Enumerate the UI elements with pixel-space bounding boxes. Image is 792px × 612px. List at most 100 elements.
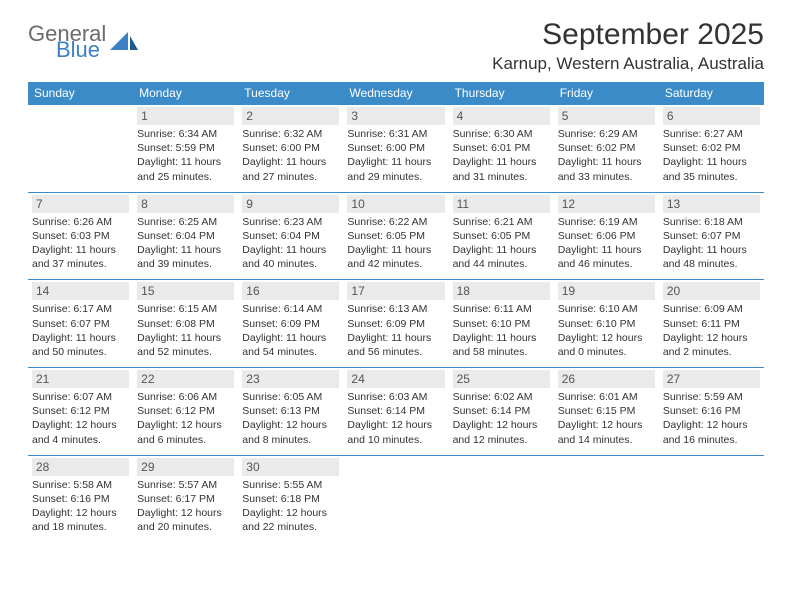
day-cell: 6 Sunrise: 6:27 AMSunset: 6:02 PMDaylight…: [659, 105, 764, 193]
day-number: 22: [137, 370, 234, 388]
day-info: Sunrise: 6:05 AMSunset: 6:13 PMDaylight:…: [242, 390, 339, 447]
day-cell: 11 Sunrise: 6:21 AMSunset: 6:05 PMDayligh…: [449, 192, 554, 280]
day-info: Sunrise: 6:22 AMSunset: 6:05 PMDaylight:…: [347, 215, 444, 272]
day-number: 11: [453, 195, 550, 213]
day-cell: 30 Sunrise: 5:55 AMSunset: 6:18 PMDayligh…: [238, 455, 343, 542]
day-header-row: SundayMondayTuesdayWednesdayThursdayFrid…: [28, 82, 764, 105]
day-header: Tuesday: [238, 82, 343, 105]
day-number: 9: [242, 195, 339, 213]
day-number: 27: [663, 370, 760, 388]
day-number: 8: [137, 195, 234, 213]
day-number: 3: [347, 107, 444, 125]
day-cell: 27 Sunrise: 5:59 AMSunset: 6:16 PMDayligh…: [659, 368, 764, 456]
day-header: Thursday: [449, 82, 554, 105]
day-info: Sunrise: 6:11 AMSunset: 6:10 PMDaylight:…: [453, 302, 550, 359]
day-info: Sunrise: 6:07 AMSunset: 6:12 PMDaylight:…: [32, 390, 129, 447]
day-info: Sunrise: 6:10 AMSunset: 6:10 PMDaylight:…: [558, 302, 655, 359]
day-number: 21: [32, 370, 129, 388]
day-info: Sunrise: 5:59 AMSunset: 6:16 PMDaylight:…: [663, 390, 760, 447]
day-cell: 29 Sunrise: 5:57 AMSunset: 6:17 PMDayligh…: [133, 455, 238, 542]
day-number: 15: [137, 282, 234, 300]
day-info: Sunrise: 6:06 AMSunset: 6:12 PMDaylight:…: [137, 390, 234, 447]
week-row: 28 Sunrise: 5:58 AMSunset: 6:16 PMDayligh…: [28, 455, 764, 542]
day-number: 6: [663, 107, 760, 125]
location: Karnup, Western Australia, Australia: [492, 54, 764, 74]
day-info: Sunrise: 6:21 AMSunset: 6:05 PMDaylight:…: [453, 215, 550, 272]
day-cell: 26 Sunrise: 6:01 AMSunset: 6:15 PMDayligh…: [554, 368, 659, 456]
day-cell: 14 Sunrise: 6:17 AMSunset: 6:07 PMDayligh…: [28, 280, 133, 368]
day-info: Sunrise: 6:02 AMSunset: 6:14 PMDaylight:…: [453, 390, 550, 447]
day-number: 1: [137, 107, 234, 125]
day-cell: 28 Sunrise: 5:58 AMSunset: 6:16 PMDayligh…: [28, 455, 133, 542]
day-info: Sunrise: 6:27 AMSunset: 6:02 PMDaylight:…: [663, 127, 760, 184]
day-info: Sunrise: 6:31 AMSunset: 6:00 PMDaylight:…: [347, 127, 444, 184]
empty-cell: [343, 455, 448, 542]
day-info: Sunrise: 6:09 AMSunset: 6:11 PMDaylight:…: [663, 302, 760, 359]
day-info: Sunrise: 6:18 AMSunset: 6:07 PMDaylight:…: [663, 215, 760, 272]
day-number: 16: [242, 282, 339, 300]
day-cell: 24 Sunrise: 6:03 AMSunset: 6:14 PMDayligh…: [343, 368, 448, 456]
day-number: 2: [242, 107, 339, 125]
day-info: Sunrise: 6:23 AMSunset: 6:04 PMDaylight:…: [242, 215, 339, 272]
week-row: 1Sunrise: 6:34 AMSunset: 5:59 PMDaylight…: [28, 105, 764, 193]
day-info: Sunrise: 5:58 AMSunset: 6:16 PMDaylight:…: [32, 478, 129, 535]
day-info: Sunrise: 6:01 AMSunset: 6:15 PMDaylight:…: [558, 390, 655, 447]
day-cell: 22 Sunrise: 6:06 AMSunset: 6:12 PMDayligh…: [133, 368, 238, 456]
day-number: 30: [242, 458, 339, 476]
day-info: Sunrise: 6:32 AMSunset: 6:00 PMDaylight:…: [242, 127, 339, 184]
empty-cell: [28, 105, 133, 193]
day-number: 20: [663, 282, 760, 300]
day-header: Friday: [554, 82, 659, 105]
day-header: Sunday: [28, 82, 133, 105]
empty-cell: [554, 455, 659, 542]
day-cell: 12 Sunrise: 6:19 AMSunset: 6:06 PMDayligh…: [554, 192, 659, 280]
day-cell: 1Sunrise: 6:34 AMSunset: 5:59 PMDaylight…: [133, 105, 238, 193]
week-row: 7 Sunrise: 6:26 AMSunset: 6:03 PMDaylight…: [28, 192, 764, 280]
day-info: Sunrise: 5:57 AMSunset: 6:17 PMDaylight:…: [137, 478, 234, 535]
day-number: 29: [137, 458, 234, 476]
day-cell: 4Sunrise: 6:30 AMSunset: 6:01 PMDaylight…: [449, 105, 554, 193]
day-info: Sunrise: 6:03 AMSunset: 6:14 PMDaylight:…: [347, 390, 444, 447]
title-block: September 2025 Karnup, Western Australia…: [492, 18, 764, 74]
day-cell: 19 Sunrise: 6:10 AMSunset: 6:10 PMDayligh…: [554, 280, 659, 368]
day-info: Sunrise: 6:17 AMSunset: 6:07 PMDaylight:…: [32, 302, 129, 359]
month-title: September 2025: [492, 18, 764, 52]
logo-text: General Blue: [28, 24, 106, 60]
day-cell: 8Sunrise: 6:25 AMSunset: 6:04 PMDaylight…: [133, 192, 238, 280]
calendar-table: SundayMondayTuesdayWednesdayThursdayFrid…: [28, 82, 764, 542]
day-cell: 20 Sunrise: 6:09 AMSunset: 6:11 PMDayligh…: [659, 280, 764, 368]
logo: General Blue: [28, 18, 138, 60]
day-cell: 25 Sunrise: 6:02 AMSunset: 6:14 PMDayligh…: [449, 368, 554, 456]
day-info: Sunrise: 6:26 AMSunset: 6:03 PMDaylight:…: [32, 215, 129, 272]
day-cell: 13 Sunrise: 6:18 AMSunset: 6:07 PMDayligh…: [659, 192, 764, 280]
day-cell: 18 Sunrise: 6:11 AMSunset: 6:10 PMDayligh…: [449, 280, 554, 368]
empty-cell: [449, 455, 554, 542]
day-number: 19: [558, 282, 655, 300]
day-cell: 2 Sunrise: 6:32 AMSunset: 6:00 PMDaylight…: [238, 105, 343, 193]
day-number: 14: [32, 282, 129, 300]
day-info: Sunrise: 6:19 AMSunset: 6:06 PMDaylight:…: [558, 215, 655, 272]
day-info: Sunrise: 6:29 AMSunset: 6:02 PMDaylight:…: [558, 127, 655, 184]
day-number: 13: [663, 195, 760, 213]
day-cell: 23 Sunrise: 6:05 AMSunset: 6:13 PMDayligh…: [238, 368, 343, 456]
day-cell: 15Sunrise: 6:15 AMSunset: 6:08 PMDayligh…: [133, 280, 238, 368]
day-header: Wednesday: [343, 82, 448, 105]
day-number: 23: [242, 370, 339, 388]
day-number: 24: [347, 370, 444, 388]
week-row: 14 Sunrise: 6:17 AMSunset: 6:07 PMDayligh…: [28, 280, 764, 368]
day-number: 7: [32, 195, 129, 213]
day-info: Sunrise: 5:55 AMSunset: 6:18 PMDaylight:…: [242, 478, 339, 535]
day-cell: 17Sunrise: 6:13 AMSunset: 6:09 PMDayligh…: [343, 280, 448, 368]
day-header: Saturday: [659, 82, 764, 105]
empty-cell: [659, 455, 764, 542]
logo-sail-icon: [110, 32, 138, 52]
day-number: 25: [453, 370, 550, 388]
day-cell: 7 Sunrise: 6:26 AMSunset: 6:03 PMDaylight…: [28, 192, 133, 280]
day-number: 26: [558, 370, 655, 388]
day-number: 28: [32, 458, 129, 476]
day-number: 10: [347, 195, 444, 213]
calendar-body: 1Sunrise: 6:34 AMSunset: 5:59 PMDaylight…: [28, 105, 764, 543]
day-number: 12: [558, 195, 655, 213]
day-number: 18: [453, 282, 550, 300]
week-row: 21 Sunrise: 6:07 AMSunset: 6:12 PMDayligh…: [28, 368, 764, 456]
